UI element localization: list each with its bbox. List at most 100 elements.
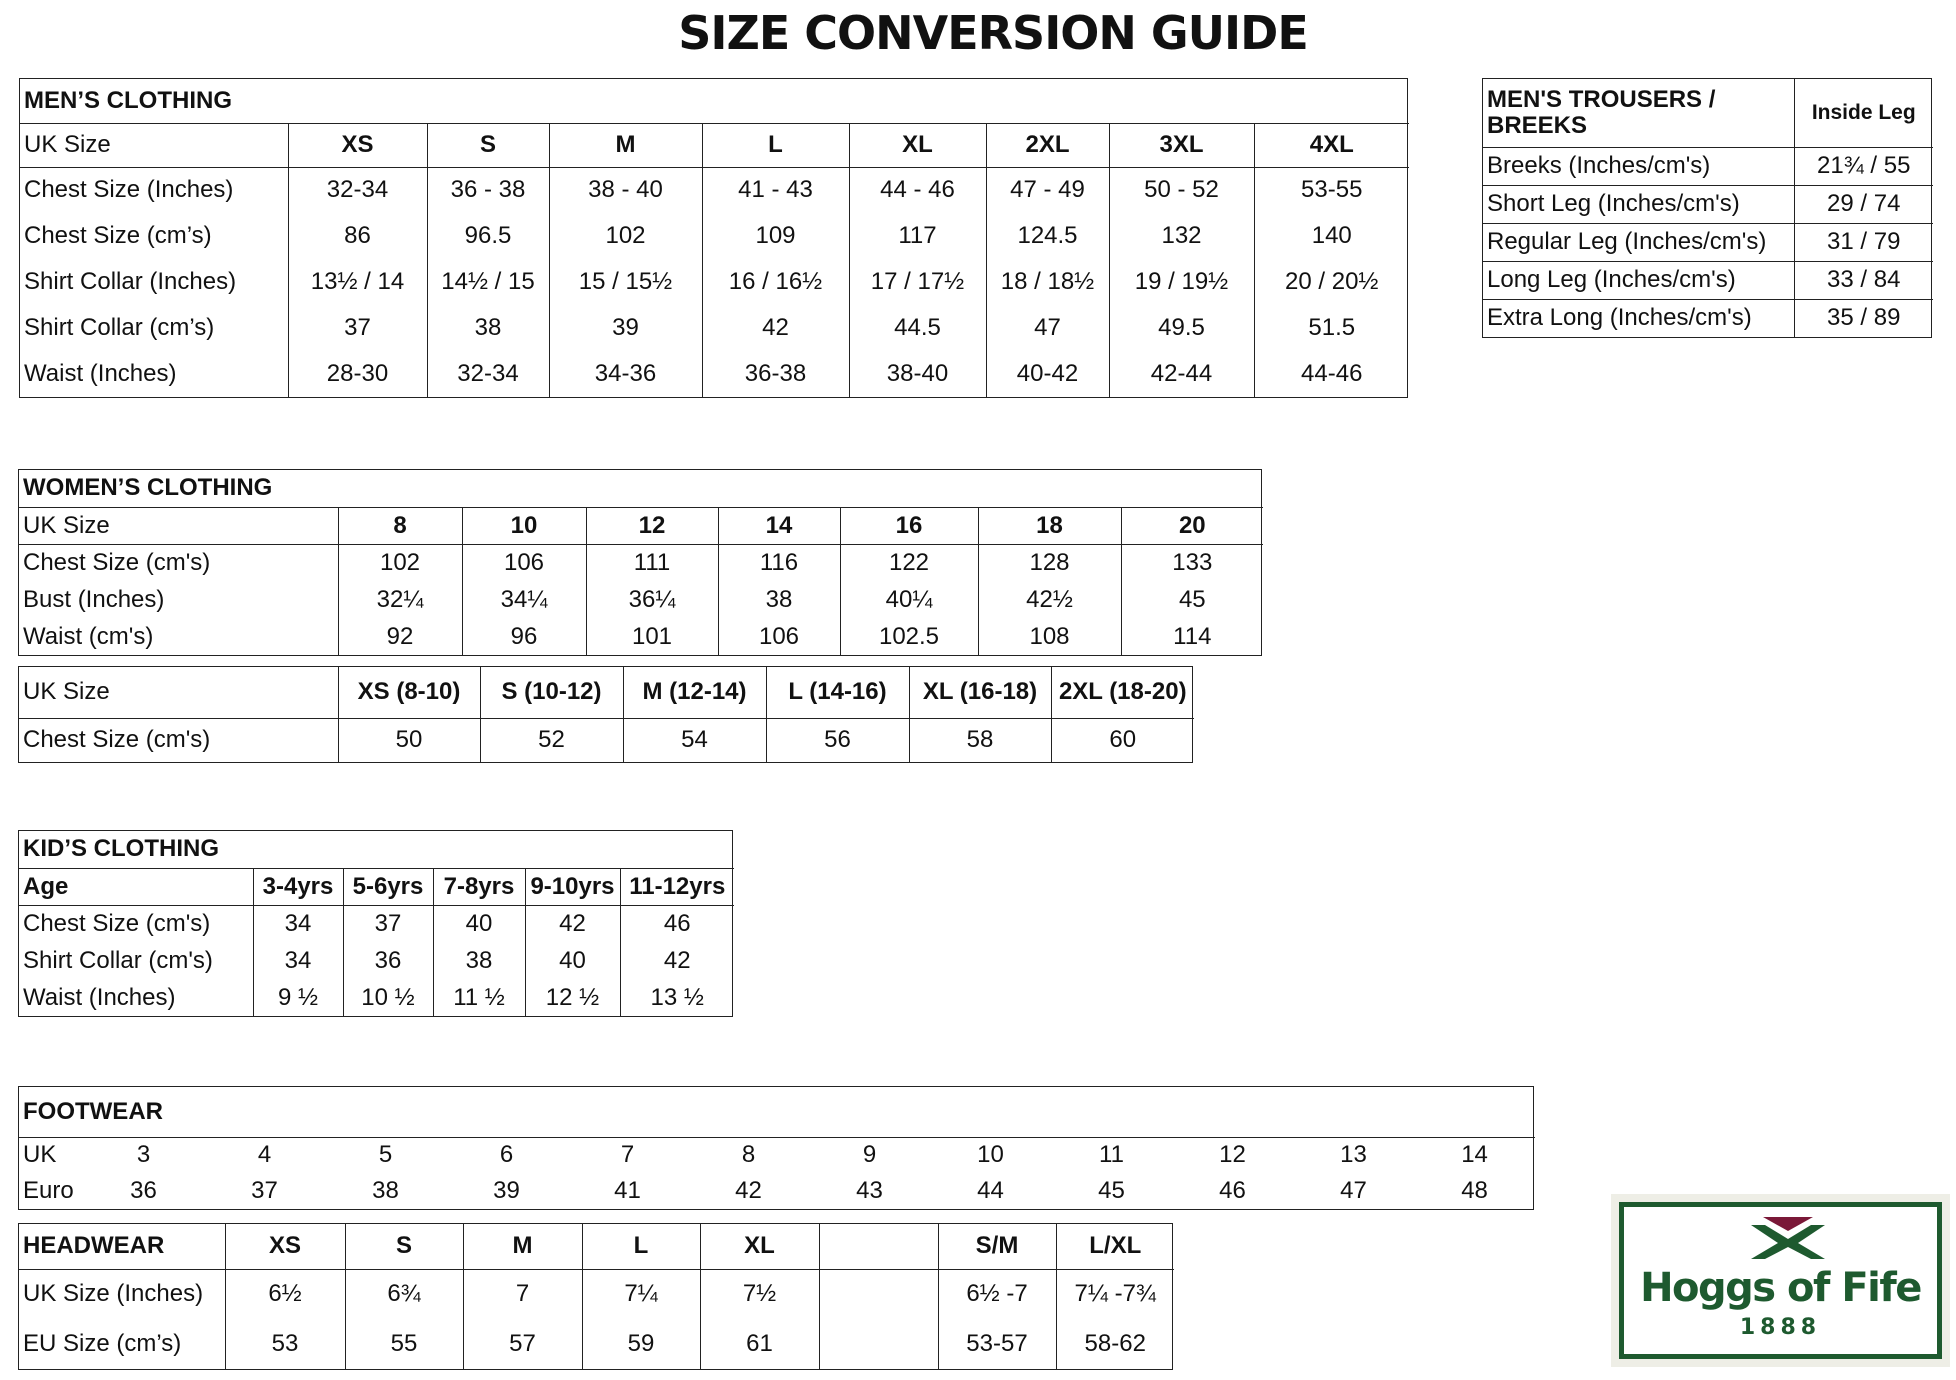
table-cell: 53 <box>225 1318 346 1369</box>
data-row: Chest Size (cm's) 50 52 54 56 58 60 <box>19 718 1194 762</box>
data-row: UK Size (Inches) 6½ 6¾ 7 7¼ 7½ 6½ -7 7¼ -7¾ <box>19 1269 1174 1318</box>
table-cell: Waist (cm's) <box>19 618 339 655</box>
table: KID’S CLOTHING Age 3-4yrs 5-6yrs 7-8yrs 9-10y… <box>18 830 734 1017</box>
table-cell: 38-40 <box>849 351 987 397</box>
data-row: Euro 36 37 38 39 41 42 43 44 45 46 47 48 <box>19 1173 1535 1209</box>
title-row: FOOTWEAR <box>19 1087 1536 1138</box>
table-cell: 40 <box>525 942 621 979</box>
table-cell: 38 <box>372 1177 399 1204</box>
table-cell: 10 ½ <box>343 979 434 1016</box>
table-cell: Short Leg (Inches/cm's) <box>1483 185 1795 224</box>
header-cell: XL <box>849 123 987 168</box>
table-cell: 9 ½ <box>253 979 344 1016</box>
table-cell: 43 <box>856 1177 883 1204</box>
header-cell: 12 <box>586 507 719 545</box>
table-cell: 41 <box>614 1177 641 1204</box>
table-cell: 10 <box>977 1141 1004 1169</box>
table-cell: 52 <box>480 718 624 762</box>
data-row: Breeks (Inches/cm's) 21¾ / 55 <box>1483 147 1933 186</box>
table-cell: Shirt Collar (cm's) <box>19 942 254 979</box>
header-cell: 4XL <box>1254 123 1409 168</box>
table-cell: 13½ / 14 <box>288 259 428 305</box>
table-cell: 34 <box>253 942 344 979</box>
table: UK Size XS (8-10) S (10-12) M (12-14) L (14-… <box>18 666 1194 763</box>
table-cell: 16 / 16½ <box>702 259 850 305</box>
header-row: Age 3-4yrs 5-6yrs 7-8yrs 9-10yrs 11-12yrs <box>19 868 734 906</box>
table-cell: 21¾ / 55 <box>1794 147 1933 186</box>
logo-frame: Hoggs of Fife 1888 <box>1619 1202 1942 1359</box>
table-cell: 124.5 <box>986 213 1110 259</box>
table-cell: 5 <box>378 1141 393 1169</box>
data-row: Extra Long (Inches/cm's) 35 / 89 <box>1483 299 1933 337</box>
table-cell: 31 / 79 <box>1794 223 1933 262</box>
table-title: WOMEN’S CLOTHING <box>19 470 1264 508</box>
table-cell: Shirt Collar (cm’s) <box>20 305 289 351</box>
header-cell: 14 <box>718 507 841 545</box>
table-cell: 96 <box>462 618 587 655</box>
table-cell: Extra Long (Inches/cm's) <box>1483 299 1795 337</box>
data-row: Long Leg (Inches/cm's) 33 / 84 <box>1483 261 1933 300</box>
table-cell: 33 / 84 <box>1794 261 1933 300</box>
table-cell: 101 <box>586 618 719 655</box>
table-cell: 28-30 <box>288 351 428 397</box>
header-cell: 9-10yrs <box>525 868 621 906</box>
table-cell: 47 <box>986 305 1110 351</box>
header-cell: L/XL <box>1056 1224 1174 1270</box>
data-row: Chest Size (Inches) 32-34 36 - 38 38 - 40 41… <box>20 167 1409 213</box>
title-row: KID’S CLOTHING <box>19 831 734 869</box>
table-cell: 122 <box>840 544 979 581</box>
empty-cell <box>819 1318 939 1369</box>
table-cell: 39 <box>549 305 703 351</box>
header-cell: MEN'S TROUSERS / BREEKS <box>1483 79 1795 148</box>
data-row: Shirt Collar (cm’s) 37 38 39 42 44.5 47 49.5 51.… <box>20 305 1409 351</box>
table-cell: 3 <box>136 1141 151 1169</box>
table-cell: 38 <box>433 942 526 979</box>
table-cell: 44 - 46 <box>849 167 987 213</box>
header-cell: S (10-12) <box>480 667 624 719</box>
table-cell: 53-55 <box>1301 176 1363 204</box>
table-cell: 106 <box>462 544 587 581</box>
data-row: Chest Size (cm's) 34 37 40 42 46 <box>19 905 734 942</box>
table-cell: 36 <box>343 942 434 979</box>
table-cell: 47 - 49 <box>986 167 1110 213</box>
header-cell: UK Size <box>20 123 289 168</box>
table-cell: 7½ <box>700 1269 820 1318</box>
table-cell: 116 <box>718 544 841 581</box>
table-cell: 47 <box>1340 1177 1367 1204</box>
header-cell: S/M <box>938 1224 1057 1270</box>
data-row: EU Size (cm’s) 53 55 57 59 61 53-57 58-62 <box>19 1318 1174 1369</box>
table-cell: 39 <box>493 1177 520 1204</box>
header-cell: 5-6yrs <box>343 868 434 906</box>
table-cell: 11 ½ <box>433 979 526 1016</box>
table-cell: 7 <box>463 1269 583 1318</box>
table: MEN'S TROUSERS / BREEKS Inside Leg Breeks … <box>1482 78 1933 338</box>
table-cell: 29 / 74 <box>1794 185 1933 224</box>
table-title: FOOTWEAR <box>19 1087 1536 1138</box>
table-cell: 14½ / 15 <box>427 259 550 305</box>
data-row: Waist (Inches) 9 ½ 10 ½ 11 ½ 12 ½ 13 ½ <box>19 979 734 1016</box>
page-title: SIZE CONVERSION GUIDE <box>678 6 1309 60</box>
header-cell: XS <box>225 1224 346 1270</box>
table-cell: EU Size (cm’s) <box>19 1318 226 1369</box>
table-cell: 102 <box>549 213 703 259</box>
header-cell: XS (8-10) <box>338 667 481 719</box>
table-cell: Euro <box>23 1177 74 1204</box>
data-row: Waist (Inches) 28-30 32-34 34-36 36-38 38-40 4… <box>20 351 1409 397</box>
table-cell: 132 <box>1109 213 1255 259</box>
table-grid: MEN’S CLOTHING UK Size XS S M L XL 2XL 3XL 4XL Che… <box>20 79 1409 397</box>
header-row: HEADWEAR XS S M L XL S/M L/XL <box>19 1224 1174 1270</box>
table-cell: 51.5 <box>1308 314 1356 341</box>
logo-year: 1888 <box>1739 1315 1822 1340</box>
header-cell: XS <box>288 123 428 168</box>
table-grid: HEADWEAR XS S M L XL S/M L/XL UK Size (Inches) 6½… <box>19 1224 1174 1369</box>
table-cell: 108 <box>978 618 1122 655</box>
table-cell: 14 <box>1461 1141 1488 1169</box>
table-cell: 36 <box>130 1177 157 1204</box>
table-cell: 42½ <box>978 581 1122 618</box>
table-cell: 40 <box>433 905 526 942</box>
data-row: UK 3 4 5 6 7 8 9 10 11 12 13 14 <box>19 1137 1535 1173</box>
header-cell: 3-4yrs <box>253 868 344 906</box>
table-cell: Waist (Inches) <box>20 351 289 397</box>
header-cell: 8 <box>338 507 463 545</box>
